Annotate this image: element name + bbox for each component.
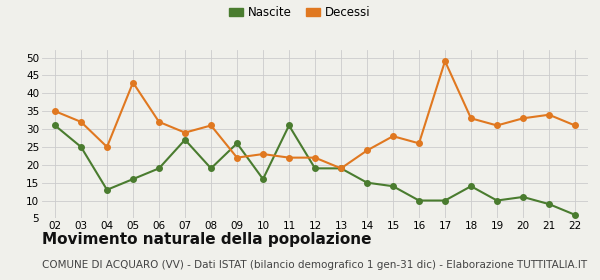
Decessi <box>155 120 163 123</box>
Decessi <box>77 120 85 123</box>
Nascite <box>389 185 397 188</box>
Decessi <box>415 142 422 145</box>
Decessi <box>208 124 215 127</box>
Text: Movimento naturale della popolazione: Movimento naturale della popolazione <box>42 232 371 248</box>
Line: Decessi: Decessi <box>52 58 578 171</box>
Nascite <box>545 202 553 206</box>
Nascite <box>467 185 475 188</box>
Decessi <box>442 59 449 63</box>
Nascite <box>103 188 110 192</box>
Decessi <box>467 117 475 120</box>
Nascite <box>233 142 241 145</box>
Nascite <box>52 124 59 127</box>
Decessi <box>259 152 266 156</box>
Text: COMUNE DI ACQUARO (VV) - Dati ISTAT (bilancio demografico 1 gen-31 dic) - Elabor: COMUNE DI ACQUARO (VV) - Dati ISTAT (bil… <box>42 260 587 270</box>
Nascite <box>311 167 319 170</box>
Decessi <box>52 109 59 113</box>
Nascite <box>208 167 215 170</box>
Decessi <box>337 167 344 170</box>
Nascite <box>493 199 500 202</box>
Line: Nascite: Nascite <box>52 123 578 218</box>
Nascite <box>442 199 449 202</box>
Decessi <box>389 134 397 138</box>
Decessi <box>130 81 137 84</box>
Decessi <box>233 156 241 159</box>
Decessi <box>286 156 293 159</box>
Legend: Nascite, Decessi: Nascite, Decessi <box>229 6 371 19</box>
Decessi <box>493 124 500 127</box>
Nascite <box>364 181 371 184</box>
Nascite <box>130 178 137 181</box>
Nascite <box>286 124 293 127</box>
Nascite <box>181 138 188 141</box>
Nascite <box>77 145 85 149</box>
Nascite <box>337 167 344 170</box>
Decessi <box>181 131 188 134</box>
Decessi <box>364 149 371 152</box>
Decessi <box>103 145 110 149</box>
Decessi <box>571 124 578 127</box>
Nascite <box>155 167 163 170</box>
Nascite <box>520 195 527 199</box>
Nascite <box>259 178 266 181</box>
Decessi <box>520 117 527 120</box>
Decessi <box>311 156 319 159</box>
Decessi <box>545 113 553 116</box>
Nascite <box>571 213 578 216</box>
Nascite <box>415 199 422 202</box>
